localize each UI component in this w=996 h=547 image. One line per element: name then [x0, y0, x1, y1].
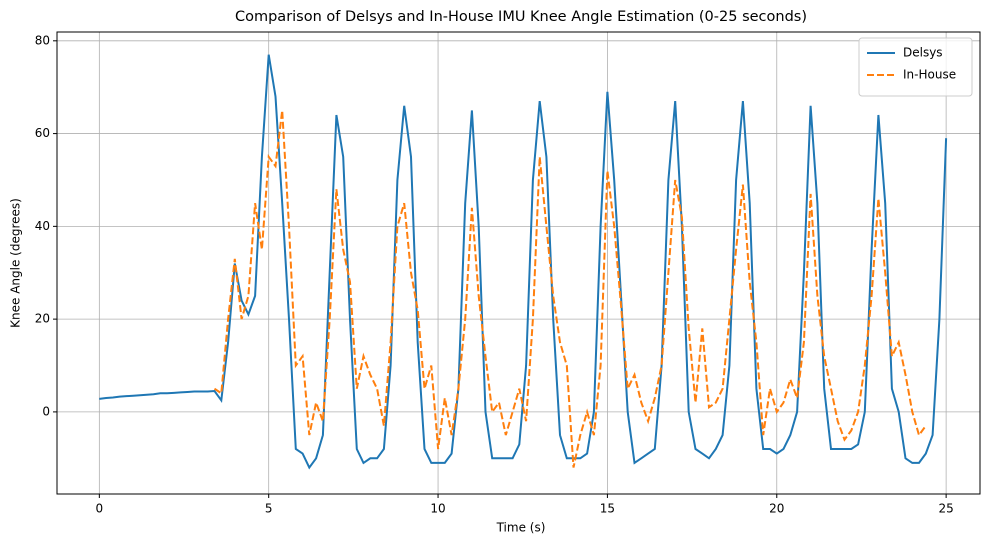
y-tick-label: 0 — [42, 404, 50, 418]
y-tick-label: 60 — [35, 126, 50, 140]
axes-frame — [56, 31, 981, 495]
x-tick-label: 0 — [96, 502, 104, 516]
series-line — [99, 54, 948, 470]
y-tick-label: 20 — [35, 312, 50, 326]
y-tick-label: 80 — [35, 33, 50, 47]
legend-label: Delsys — [903, 46, 943, 60]
legend-label: In-House — [903, 68, 956, 82]
x-tick-label: 5 — [265, 502, 273, 516]
x-axis-label: Time (s) — [496, 521, 546, 535]
x-tick-label: 25 — [938, 502, 953, 516]
chart-title: Comparison of Delsys and In-House IMU Kn… — [235, 9, 807, 25]
series-line — [213, 110, 927, 468]
x-tick-label: 15 — [600, 502, 615, 516]
x-tick-label: 20 — [769, 502, 784, 516]
y-axis-label: Knee Angle (degrees) — [9, 198, 23, 328]
x-tick-label: 10 — [430, 502, 445, 516]
y-tick-label: 40 — [35, 219, 50, 233]
